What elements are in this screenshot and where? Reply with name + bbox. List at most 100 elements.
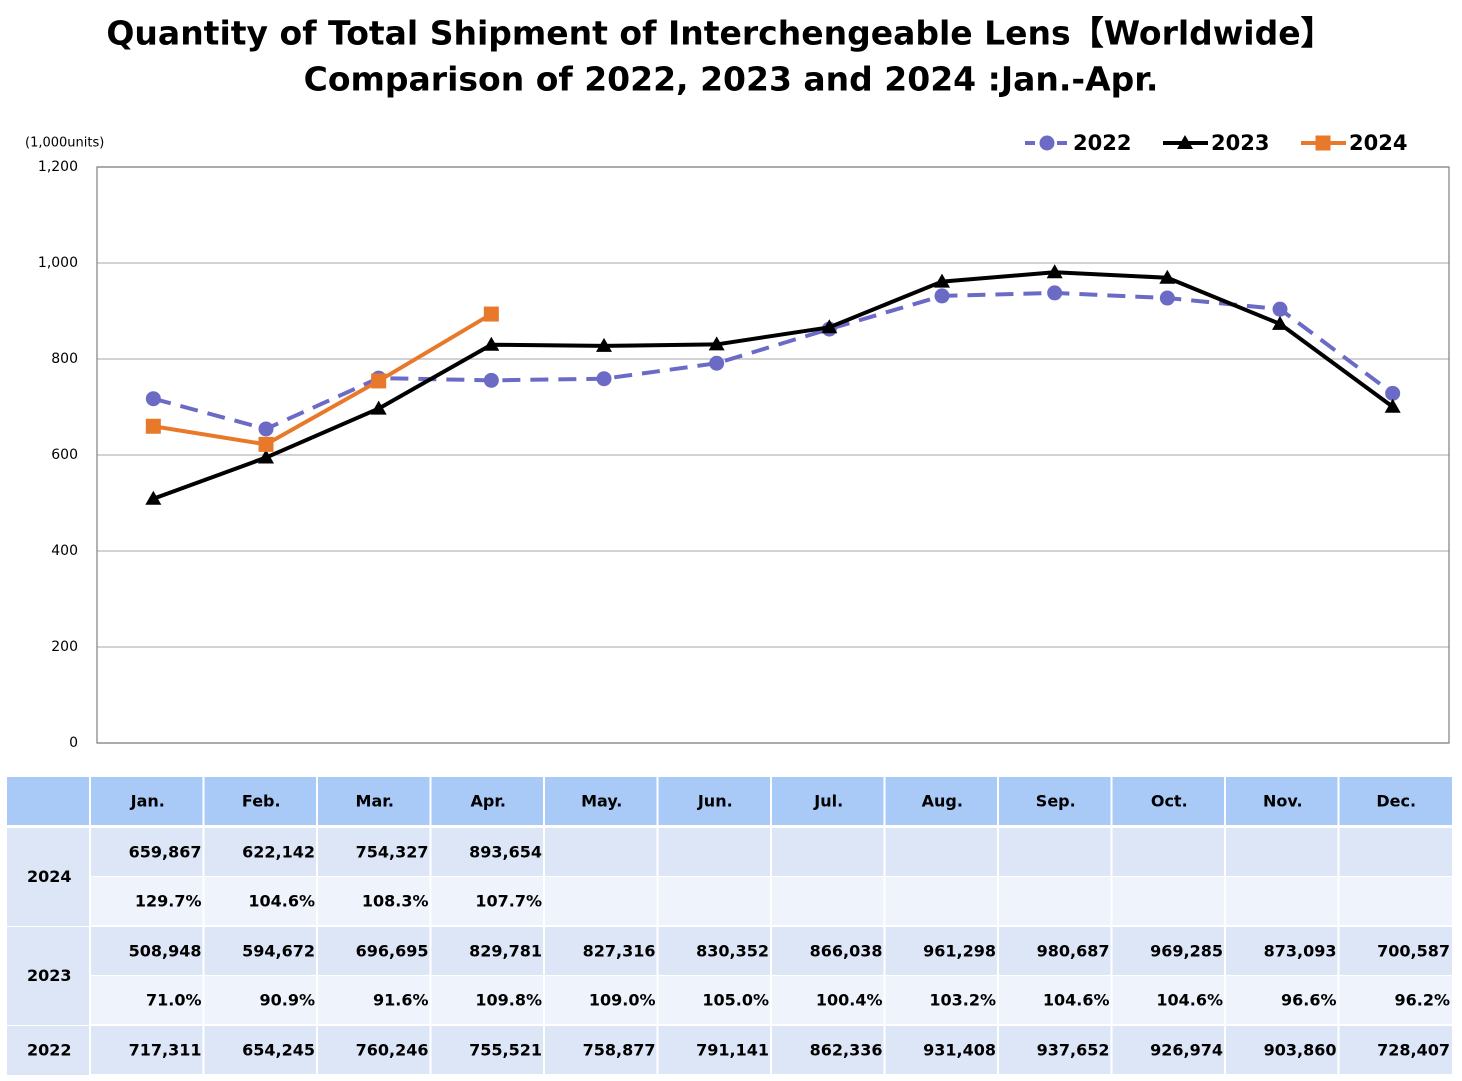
data-point <box>1272 315 1288 330</box>
y-tick-label: 0 <box>69 735 78 751</box>
legend-marker <box>1039 135 1055 151</box>
table-cell: 893,654 <box>469 843 542 862</box>
data-point <box>1047 285 1063 301</box>
table-row-bg <box>7 828 1453 876</box>
table-group-label: 2022 <box>27 1041 72 1060</box>
table-cell: 109.0% <box>589 991 656 1010</box>
table-header-cell: Aug. <box>922 792 963 811</box>
data-point <box>596 337 612 352</box>
table-cell: 700,587 <box>1377 942 1450 961</box>
table-header-cell: Apr. <box>470 792 506 811</box>
table-cell: 508,948 <box>129 942 202 961</box>
table-cell: 931,408 <box>923 1041 996 1060</box>
table-group-bg <box>7 828 90 926</box>
legend-label: 2023 <box>1211 131 1269 155</box>
data-point <box>483 372 499 388</box>
y-axis-label: (1,000units) <box>25 136 104 151</box>
table-cell: 91.6% <box>373 991 429 1010</box>
table-header-bg <box>7 777 1453 825</box>
y-tick-label: 400 <box>51 543 78 559</box>
table-cell: 791,141 <box>696 1041 769 1060</box>
data-point <box>1384 398 1401 413</box>
data-point <box>596 371 612 387</box>
data-point <box>1159 290 1175 306</box>
table-cell: 109.8% <box>475 991 542 1010</box>
data-point <box>934 273 950 288</box>
data-point <box>483 306 499 322</box>
data-point <box>708 336 725 351</box>
table-cell: 696,695 <box>356 942 429 961</box>
data-point <box>709 355 725 371</box>
y-tick-label: 1,000 <box>38 255 78 271</box>
data-point <box>821 319 838 334</box>
table-header-cell: Jan. <box>130 792 165 811</box>
table-cell: 862,336 <box>810 1041 883 1060</box>
table-cell: 108.3% <box>362 892 429 911</box>
table-cell: 659,867 <box>129 843 202 862</box>
table-cell: 103.2% <box>929 991 996 1010</box>
table-cell: 100.4% <box>816 991 883 1010</box>
chart-subtitle: Comparison of 2022, 2023 and 2024 :Jan.-… <box>304 60 1159 99</box>
table-cell: 654,245 <box>242 1041 315 1060</box>
table-cell: 980,687 <box>1037 942 1110 961</box>
table-cell: 104.6% <box>1043 991 1110 1010</box>
table-cell: 71.0% <box>146 991 202 1010</box>
series-line <box>153 312 493 447</box>
data-point <box>1046 264 1063 279</box>
y-tick-label: 600 <box>51 447 78 463</box>
y-tick-label: 200 <box>51 639 78 655</box>
plot-frame <box>96 166 1450 744</box>
table-cell: 107.7% <box>475 892 542 911</box>
table-header-cell: Nov. <box>1263 792 1303 811</box>
table-cell: 961,298 <box>923 942 996 961</box>
table-row-bg <box>7 1026 1453 1074</box>
table-cell: 104.6% <box>1156 991 1223 1010</box>
data-point <box>145 391 161 407</box>
table-cell: 754,327 <box>356 843 429 862</box>
table-cell: 830,352 <box>696 942 769 961</box>
data-point <box>1272 301 1288 317</box>
table-header-cell: Oct. <box>1151 792 1188 811</box>
data-point <box>258 436 274 452</box>
table-header-cell: Dec. <box>1376 792 1416 811</box>
table-cell: 937,652 <box>1037 1041 1110 1060</box>
table-group-bg <box>7 927 90 1025</box>
table-group-bg <box>7 1026 90 1075</box>
table-cell: 594,672 <box>242 942 315 961</box>
data-point <box>258 449 274 464</box>
legend-marker <box>1177 135 1193 149</box>
table-cell: 622,142 <box>242 843 315 862</box>
legend-label: 2024 <box>1349 131 1407 155</box>
table-cell: 760,246 <box>356 1041 429 1060</box>
data-point <box>370 400 387 415</box>
y-tick-label: 1,200 <box>38 159 78 175</box>
table-group-label: 2024 <box>27 867 72 886</box>
table-cell: 873,093 <box>1264 942 1337 961</box>
table-row-bg <box>7 976 1453 1024</box>
y-tick-label: 800 <box>51 351 78 367</box>
table-cell: 829,781 <box>469 942 542 961</box>
table-cell: 969,285 <box>1150 942 1223 961</box>
table-cell: 755,521 <box>469 1041 542 1060</box>
table-cell: 827,316 <box>583 942 656 961</box>
table-cell: 90.9% <box>259 991 315 1010</box>
table-cell: 104.6% <box>248 892 315 911</box>
data-point <box>145 490 162 505</box>
data-point <box>371 373 387 389</box>
table-cell: 96.2% <box>1394 991 1450 1010</box>
table-header-cell: Jul. <box>813 792 843 811</box>
table-cell: 717,311 <box>129 1041 202 1060</box>
legend-marker <box>1315 135 1331 151</box>
table-header-cell: May. <box>581 792 622 811</box>
chart-title: Quantity of Total Shipment of Intercheng… <box>106 14 1333 53</box>
data-point <box>934 288 950 304</box>
table-group-label: 2023 <box>27 966 72 985</box>
table-cell: 758,877 <box>583 1041 656 1060</box>
table-cell: 926,974 <box>1150 1041 1223 1060</box>
table-cell: 728,407 <box>1377 1041 1450 1060</box>
table-header-cell: Sep. <box>1036 792 1076 811</box>
table-row-bg <box>7 877 1453 925</box>
table-cell: 96.6% <box>1281 991 1337 1010</box>
table-header-cell: Mar. <box>356 792 394 811</box>
